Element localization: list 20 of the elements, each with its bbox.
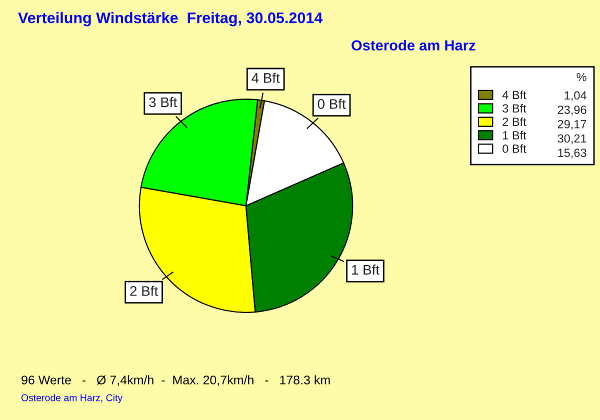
legend-label: 4 Bft [502, 90, 526, 100]
text: 96 Werte - Ø 7,4km/h - Max. 20,7km/h - 178.3 km [22, 375, 330, 386]
chart-title: Verteilung Windstärke Freitag, 30.05.2014 [18, 12, 323, 26]
legend-title: % [576, 72, 586, 82]
data-label: 15,63 [558, 148, 586, 158]
slice-label: 4 Bft [252, 72, 280, 83]
slice-label: 1 Bft [352, 264, 380, 275]
data-label: 30,21 [558, 134, 586, 144]
chart-subtitle: Osterode am Harz [352, 40, 476, 51]
data-label: 29,17 [558, 120, 586, 130]
legend-label: 2 Bft [502, 117, 526, 126]
data-label: 1,04 [564, 91, 586, 101]
legend-label: 3 Bft [502, 104, 526, 113]
slice-label: 2 Bft [130, 286, 158, 296]
legend-label: 0 Bft [502, 144, 526, 153]
slice-label: 3 Bft [149, 96, 178, 108]
text: Osterode am Harz, City [21, 394, 123, 404]
legend-label: 1 Bft [502, 130, 526, 140]
data-label: 23,96 [558, 106, 586, 116]
slice-label: 0 Bft [318, 98, 346, 109]
